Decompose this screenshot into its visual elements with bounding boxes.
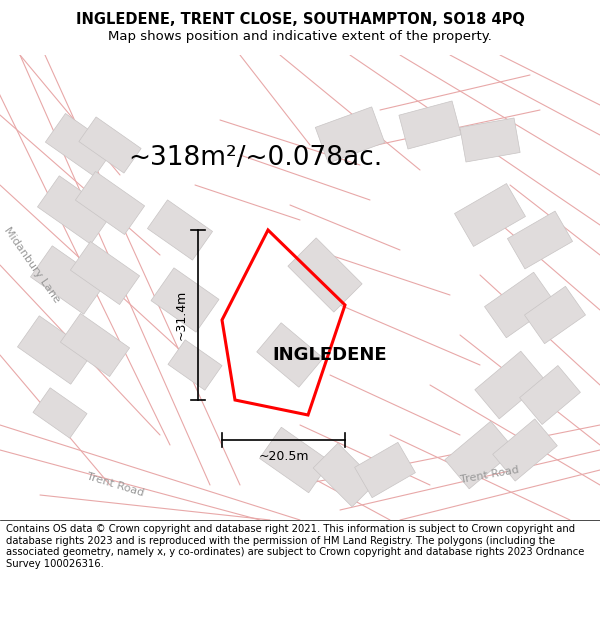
- Text: INGLEDENE, TRENT CLOSE, SOUTHAMPTON, SO18 4PQ: INGLEDENE, TRENT CLOSE, SOUTHAMPTON, SO1…: [76, 12, 524, 27]
- Polygon shape: [399, 101, 461, 149]
- Polygon shape: [61, 314, 130, 376]
- Polygon shape: [445, 421, 515, 489]
- Polygon shape: [79, 117, 141, 173]
- Polygon shape: [168, 340, 222, 390]
- Polygon shape: [33, 388, 87, 438]
- Polygon shape: [520, 366, 580, 424]
- Polygon shape: [460, 118, 520, 162]
- Text: ~318m²/~0.078ac.: ~318m²/~0.078ac.: [128, 145, 382, 171]
- Polygon shape: [76, 171, 145, 234]
- Polygon shape: [475, 351, 545, 419]
- Text: ~31.4m: ~31.4m: [175, 290, 188, 340]
- Polygon shape: [355, 442, 415, 498]
- Text: Contains OS data © Crown copyright and database right 2021. This information is : Contains OS data © Crown copyright and d…: [6, 524, 584, 569]
- Text: Trent Road: Trent Road: [460, 465, 520, 485]
- Polygon shape: [508, 211, 572, 269]
- Polygon shape: [37, 176, 113, 244]
- Polygon shape: [524, 286, 586, 344]
- Polygon shape: [455, 184, 526, 246]
- Text: Map shows position and indicative extent of the property.: Map shows position and indicative extent…: [108, 30, 492, 43]
- Polygon shape: [17, 316, 92, 384]
- Polygon shape: [257, 322, 323, 388]
- Polygon shape: [485, 272, 556, 338]
- Polygon shape: [148, 200, 212, 260]
- Polygon shape: [260, 428, 331, 493]
- Polygon shape: [70, 241, 140, 304]
- Text: INGLEDENE: INGLEDENE: [272, 346, 388, 364]
- Polygon shape: [316, 107, 385, 163]
- Polygon shape: [493, 419, 557, 481]
- Polygon shape: [46, 114, 115, 176]
- Text: Trent Road: Trent Road: [85, 471, 145, 499]
- Polygon shape: [313, 443, 377, 507]
- Polygon shape: [288, 238, 362, 312]
- Text: ~20.5m: ~20.5m: [258, 450, 309, 463]
- Polygon shape: [151, 268, 219, 332]
- Text: Midanbury Lane: Midanbury Lane: [2, 226, 62, 304]
- Polygon shape: [31, 246, 106, 314]
